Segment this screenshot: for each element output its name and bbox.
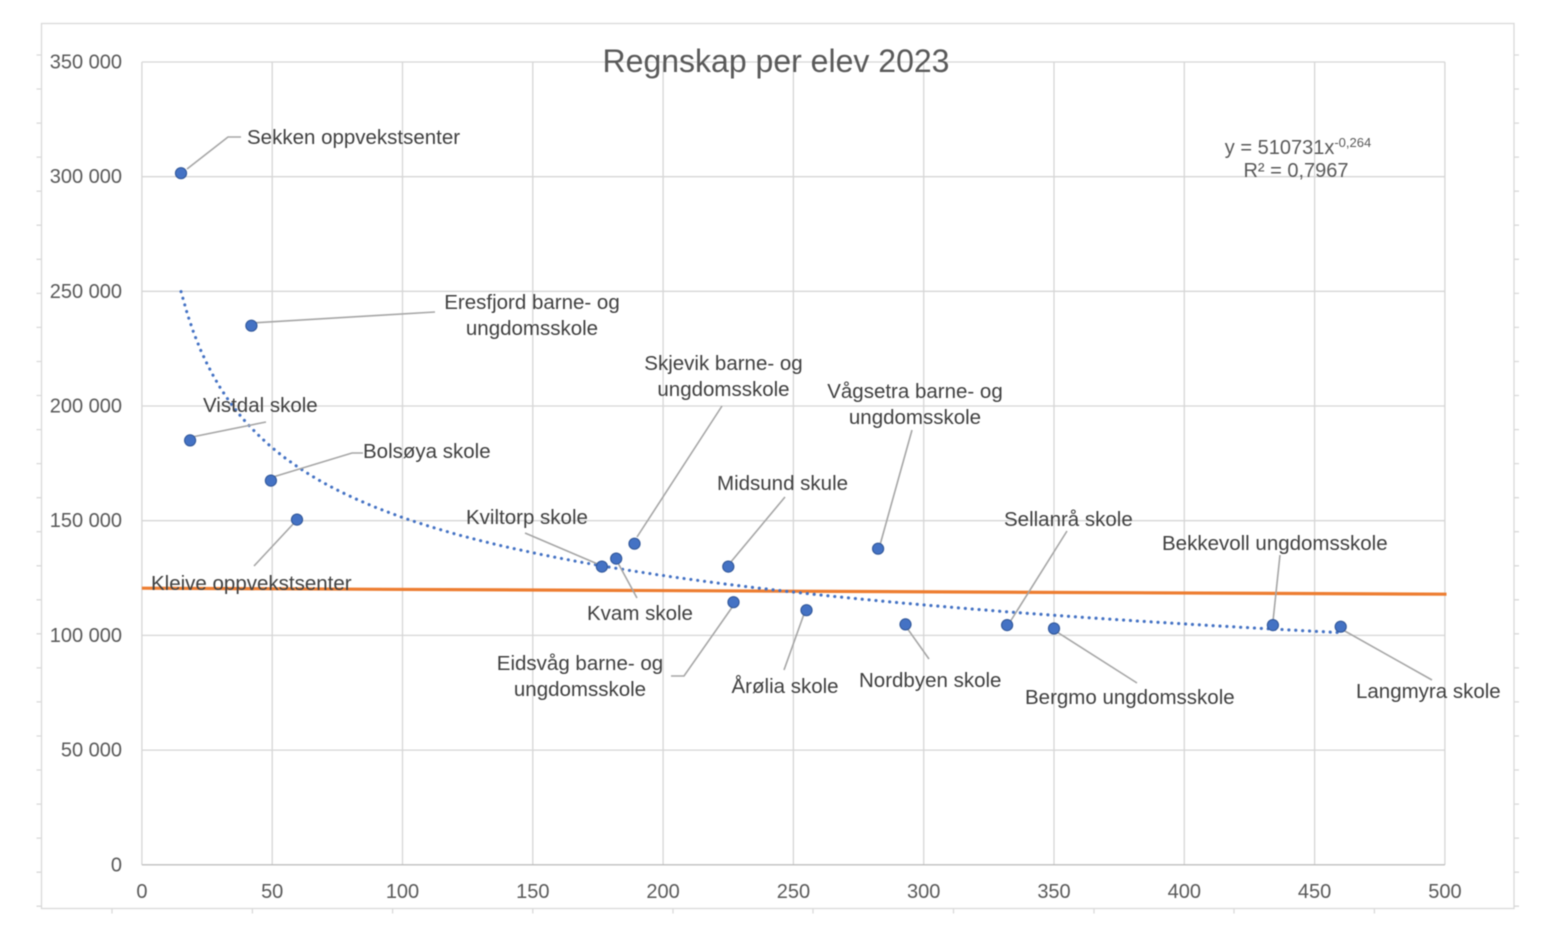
svg-text:Langmyra skole: Langmyra skole: [1356, 680, 1501, 703]
svg-text:Bolsøya skole: Bolsøya skole: [363, 440, 491, 463]
svg-text:Sekken oppvekstsenter: Sekken oppvekstsenter: [247, 126, 460, 149]
svg-text:500: 500: [1428, 881, 1461, 903]
svg-text:ungdomsskole: ungdomsskole: [514, 678, 646, 701]
svg-text:300 000: 300 000: [50, 166, 122, 188]
svg-text:0: 0: [136, 881, 147, 903]
svg-text:400: 400: [1168, 881, 1201, 903]
svg-text:Kleive oppvekstsenter: Kleive oppvekstsenter: [151, 572, 352, 595]
svg-text:Eresfjord barne- og: Eresfjord barne- og: [444, 291, 619, 314]
svg-text:Vågsetra barne- og: Vågsetra barne- og: [827, 380, 1003, 403]
svg-text:150 000: 150 000: [50, 510, 122, 532]
svg-text:Sellanrå skole: Sellanrå skole: [1004, 508, 1133, 531]
svg-text:50: 50: [261, 881, 283, 903]
svg-text:350: 350: [1037, 881, 1070, 903]
svg-text:Årølia skole: Årølia skole: [732, 675, 839, 698]
svg-text:450: 450: [1298, 881, 1331, 903]
svg-text:Regnskap per elev 2023: Regnskap per elev 2023: [603, 43, 950, 79]
svg-text:100 000: 100 000: [50, 625, 122, 647]
svg-text:y = 510731x-0,264: y = 510731x-0,264: [1225, 135, 1371, 159]
svg-text:R² = 0,7967: R² = 0,7967: [1243, 160, 1348, 182]
svg-text:Bekkevoll ungdomsskole: Bekkevoll ungdomsskole: [1162, 532, 1388, 555]
svg-text:ungdomsskole: ungdomsskole: [849, 406, 981, 429]
svg-text:200: 200: [646, 881, 679, 903]
svg-text:250: 250: [777, 881, 810, 903]
svg-text:Nordbyen skole: Nordbyen skole: [859, 669, 1001, 692]
svg-text:Skjevik barne- og: Skjevik barne- og: [644, 352, 802, 375]
svg-text:Eidsvåg barne- og: Eidsvåg barne- og: [497, 652, 663, 675]
svg-text:200 000: 200 000: [50, 396, 122, 418]
svg-text:ungdomsskole: ungdomsskole: [657, 378, 789, 401]
svg-text:250 000: 250 000: [50, 281, 122, 303]
svg-text:Midsund skule: Midsund skule: [717, 472, 848, 495]
svg-text:100: 100: [386, 881, 419, 903]
svg-text:Kviltorp skole: Kviltorp skole: [466, 506, 588, 529]
svg-text:50 000: 50 000: [61, 740, 122, 762]
svg-text:150: 150: [516, 881, 549, 903]
svg-text:Bergmo ungdomsskole: Bergmo ungdomsskole: [1025, 686, 1235, 709]
svg-text:350 000: 350 000: [50, 52, 122, 74]
svg-text:0: 0: [111, 854, 122, 876]
svg-text:Vistdal skole: Vistdal skole: [203, 394, 318, 417]
svg-text:300: 300: [907, 881, 940, 903]
svg-text:Kvam skole: Kvam skole: [587, 602, 693, 625]
svg-text:ungdomsskole: ungdomsskole: [466, 317, 598, 340]
